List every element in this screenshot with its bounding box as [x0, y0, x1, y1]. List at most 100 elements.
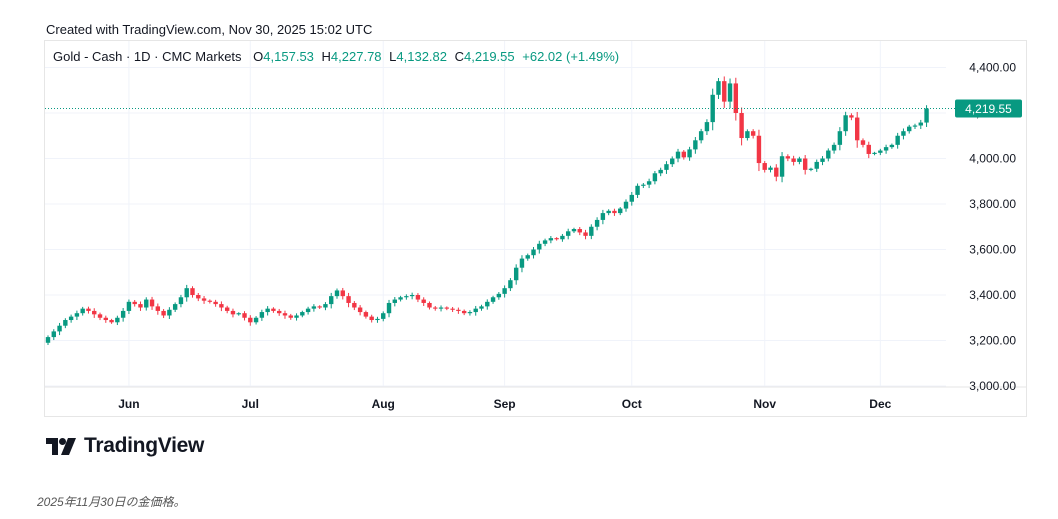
candle-body: [542, 240, 548, 244]
candle-body: [849, 115, 854, 118]
candle-body: [109, 320, 114, 323]
candle-body: [623, 201, 629, 209]
candle-body: [242, 313, 247, 318]
candle-body: [230, 310, 236, 315]
candle-body: [456, 309, 461, 311]
y-tick-label: 3,600.00: [969, 243, 1016, 257]
candle-body: [513, 267, 519, 281]
candle-body: [329, 296, 334, 305]
legend-change-value: +62.02 (+1.49%): [522, 49, 620, 64]
candle-body: [716, 81, 721, 95]
candle-body: [797, 158, 802, 162]
legend-open-label: O: [253, 49, 264, 64]
candle-body: [340, 290, 345, 297]
candle-body: [479, 306, 484, 309]
candle-body: [698, 131, 704, 141]
candle-body: [305, 308, 311, 313]
legend-open-value: 4,157.53: [263, 49, 314, 64]
candle-body: [369, 316, 374, 321]
candle-body: [398, 297, 403, 300]
candle-body: [300, 312, 305, 316]
candle-body: [334, 290, 340, 297]
candle-body: [548, 238, 554, 241]
candle-body: [288, 315, 293, 318]
candle-body: [918, 122, 923, 126]
candle-body: [294, 315, 299, 318]
tradingview-logo[interactable]: TradingView: [46, 434, 204, 458]
candle-body: [45, 337, 51, 343]
candle-body: [224, 307, 230, 311]
candle-body: [785, 156, 791, 159]
candle-body: [80, 308, 85, 314]
candle-body: [768, 167, 773, 170]
candle-body: [357, 307, 363, 313]
candle-body: [808, 168, 814, 170]
candle-body: [774, 167, 779, 177]
candle-body: [912, 125, 918, 127]
legend-close-label: C: [454, 49, 465, 64]
candle-body: [831, 144, 837, 151]
candle-body: [727, 83, 733, 102]
candle-body: [872, 152, 877, 154]
candle-body: [190, 288, 195, 295]
candle-body: [427, 302, 432, 308]
candle-body: [826, 150, 831, 159]
candle-body: [467, 312, 473, 314]
candle-body: [207, 300, 213, 302]
candle-body: [675, 151, 681, 159]
y-tick-label: 4,000.00: [969, 152, 1016, 166]
candle-body: [213, 301, 218, 305]
candle-body: [421, 299, 426, 303]
candle-body: [791, 158, 796, 162]
candle-body: [132, 301, 137, 305]
candle-body: [219, 304, 224, 308]
candle-body: [664, 164, 669, 170]
candle-body: [461, 310, 467, 314]
candle-body: [866, 144, 871, 154]
candle-body: [901, 131, 906, 136]
candle-body: [201, 298, 207, 301]
candle-body: [895, 135, 900, 145]
candle-body: [282, 313, 288, 316]
created-with-text: Created with TradingView.com, Nov 30, 20…: [46, 22, 373, 37]
candle-body: [271, 308, 276, 311]
candle-body: [86, 308, 91, 311]
candle-body: [762, 163, 767, 170]
candle-body: [196, 295, 201, 299]
candle-body: [57, 325, 62, 332]
candle-body: [820, 158, 825, 162]
y-tick-label: 3,200.00: [969, 334, 1016, 348]
candle-body: [265, 308, 270, 313]
candle-body: [392, 299, 397, 303]
candle-body: [490, 297, 496, 302]
legend-low-label: L: [389, 49, 397, 64]
candle-body: [635, 185, 640, 195]
candle-body: [149, 299, 155, 307]
candle-body: [126, 301, 132, 311]
candle-body: [103, 317, 108, 321]
candle-body: [433, 307, 438, 309]
candle-body: [571, 229, 577, 232]
candle-body: [386, 302, 392, 314]
candle-body: [658, 169, 663, 174]
candle-body: [878, 150, 883, 153]
candle-body: [860, 140, 866, 145]
candle-body: [253, 317, 259, 323]
candle-body: [566, 231, 571, 236]
candle-body: [525, 255, 530, 259]
candle-body: [924, 108, 929, 123]
candle-body: [444, 307, 450, 309]
legend-low-value: 4,132.82: [396, 49, 447, 64]
candle-body: [612, 210, 617, 214]
candle-body: [589, 226, 594, 236]
x-tick-label: Jun: [118, 397, 139, 411]
candle-body: [745, 131, 750, 139]
chart-frame: [44, 40, 1027, 417]
candle-body: [485, 301, 490, 307]
y-tick-label: 4,400.00: [969, 61, 1016, 75]
candle-body: [531, 249, 536, 256]
candle-body: [184, 288, 189, 298]
candle-body: [323, 304, 328, 308]
candle-body: [317, 306, 322, 308]
